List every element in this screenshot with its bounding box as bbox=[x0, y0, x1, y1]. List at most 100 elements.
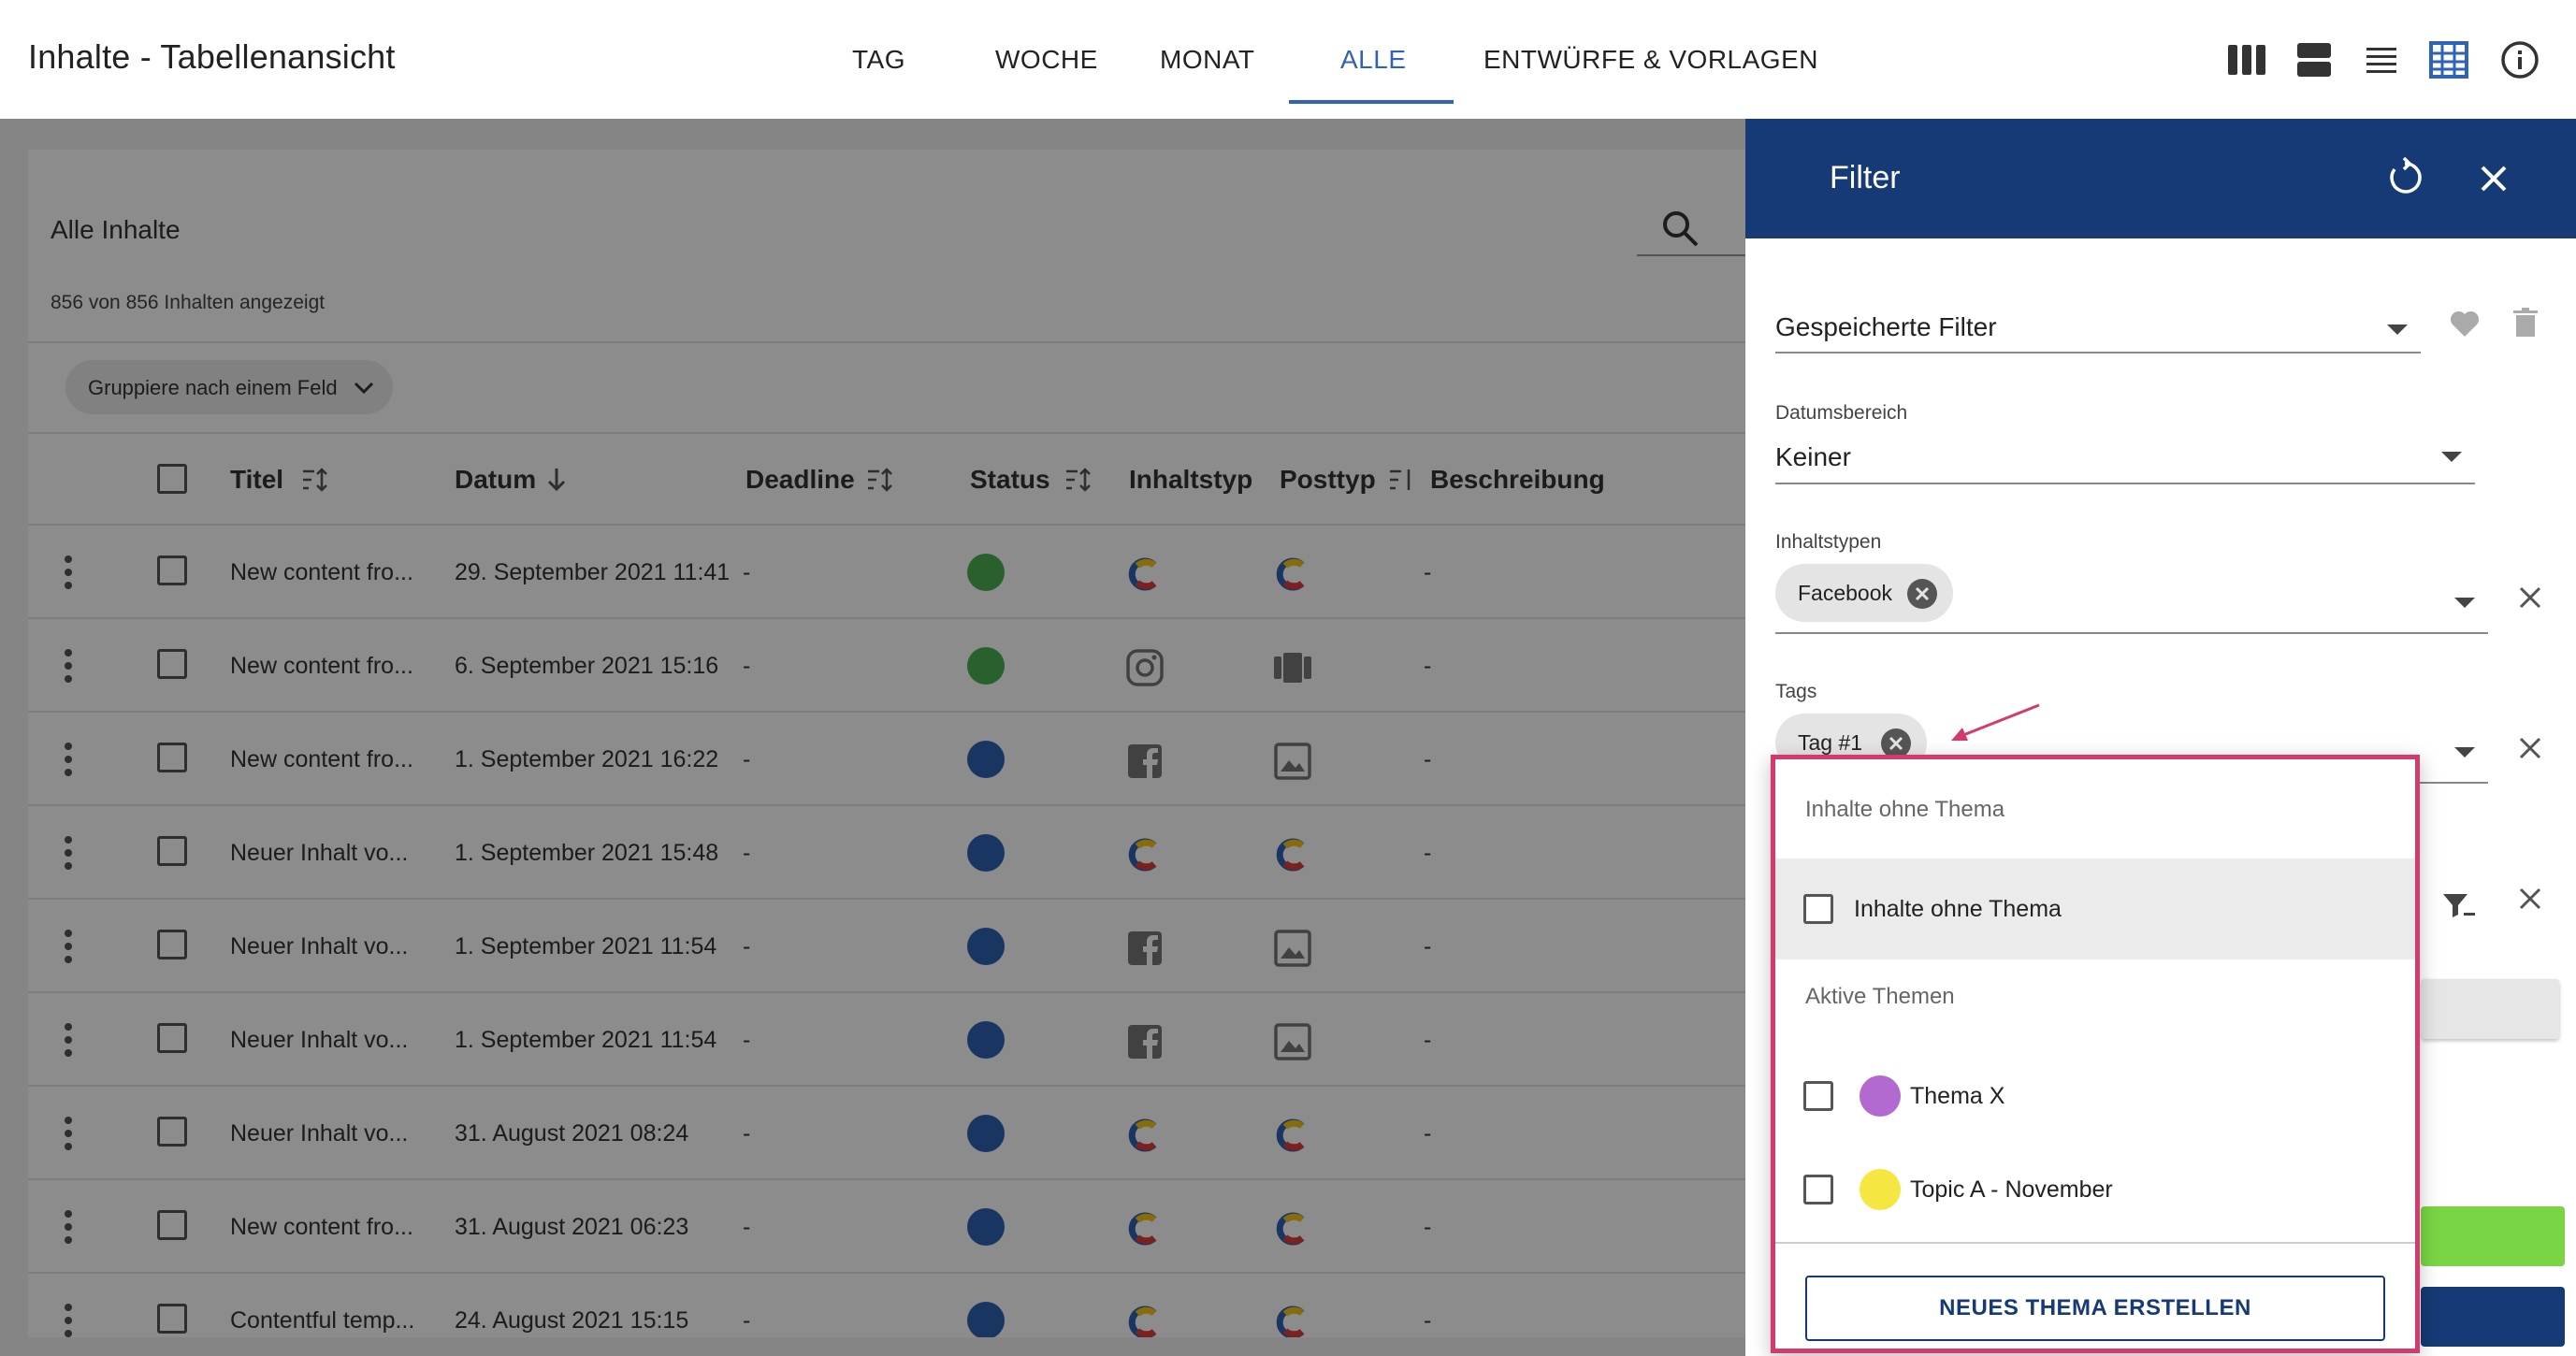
rows-view-icon[interactable] bbox=[2294, 39, 2335, 80]
cell-title[interactable]: Neuer Inhalt vo... bbox=[230, 1027, 409, 1053]
search-icon[interactable] bbox=[1659, 208, 1702, 251]
tab-woche[interactable]: WOCHE bbox=[995, 45, 1098, 74]
list-view-icon[interactable] bbox=[2361, 39, 2402, 80]
sort-icon[interactable] bbox=[1386, 464, 1418, 496]
more-options-icon[interactable] bbox=[64, 1304, 73, 1337]
table-row[interactable]: New content fro... 6. September 2021 15:1… bbox=[28, 619, 1745, 713]
cell-title[interactable]: New content fro... bbox=[230, 653, 413, 679]
table-row[interactable]: Contentful temp... 24. August 2021 15:15 -… bbox=[28, 1274, 1745, 1337]
sort-icon[interactable] bbox=[299, 464, 331, 496]
column-header-inhaltstyp[interactable]: Inhaltstyp bbox=[1129, 465, 1253, 494]
chip-remove-icon[interactable] bbox=[1880, 728, 1912, 759]
dropdown-caret-icon[interactable] bbox=[2454, 598, 2475, 608]
apply-button[interactable] bbox=[2421, 1206, 2565, 1266]
column-header-titel[interactable]: Titel bbox=[230, 465, 284, 494]
contentful-icon bbox=[1124, 1115, 1165, 1156]
column-header-datum[interactable]: Datum bbox=[455, 465, 537, 494]
tab-monat[interactable]: MONAT bbox=[1160, 45, 1255, 74]
reset-icon[interactable] bbox=[2383, 156, 2426, 199]
cell-title[interactable]: Contentful temp... bbox=[230, 1307, 415, 1334]
more-options-icon[interactable] bbox=[64, 1117, 73, 1154]
more-options-icon[interactable] bbox=[64, 1210, 73, 1248]
clear-tags-icon[interactable] bbox=[2516, 734, 2544, 762]
clear-topics-icon[interactable] bbox=[2516, 885, 2544, 913]
columns-view-icon[interactable] bbox=[2226, 39, 2267, 80]
row-checkbox[interactable] bbox=[157, 836, 187, 866]
sort-icon[interactable] bbox=[864, 464, 896, 496]
row-checkbox[interactable] bbox=[157, 649, 187, 679]
more-options-icon[interactable] bbox=[64, 743, 73, 780]
cell-title[interactable]: New content fro... bbox=[230, 746, 413, 772]
more-options-icon[interactable] bbox=[64, 930, 73, 967]
row-checkbox[interactable] bbox=[157, 1117, 187, 1147]
filter-remove-icon[interactable] bbox=[2441, 890, 2475, 920]
more-options-icon[interactable] bbox=[64, 555, 73, 593]
dropdown-caret-icon[interactable] bbox=[2454, 747, 2475, 757]
chip-remove-icon[interactable] bbox=[1906, 578, 1938, 610]
select-all-checkbox[interactable] bbox=[157, 464, 187, 494]
table-row[interactable]: New content fro... 29. September 2021 11:… bbox=[28, 526, 1745, 619]
dropdown-caret-icon[interactable] bbox=[2387, 325, 2408, 335]
create-topic-button[interactable]: NEUES THEMA ERSTELLEN bbox=[1805, 1276, 2385, 1341]
search-input[interactable] bbox=[1637, 254, 1745, 256]
top-app-bar: Inhalte - Tabellenansicht TAG WOCHE MONA… bbox=[0, 0, 2576, 119]
option-thema-x[interactable]: Thema X bbox=[1775, 1046, 2415, 1147]
table-row[interactable]: Neuer Inhalt vo... 1. September 2021 15:4… bbox=[28, 806, 1745, 900]
row-checkbox[interactable] bbox=[157, 743, 187, 772]
saved-filter-select[interactable]: Gespeicherte Filter bbox=[1775, 312, 1997, 341]
column-header-beschreibung[interactable]: Beschreibung bbox=[1430, 465, 1605, 494]
cell-title[interactable]: New content fro... bbox=[230, 559, 413, 585]
column-header-posttyp[interactable]: Posttyp bbox=[1280, 465, 1376, 494]
table-row[interactable]: Neuer Inhalt vo... 31. August 2021 08:24 -… bbox=[28, 1087, 1745, 1180]
option-no-topic[interactable]: Inhalte ohne Thema bbox=[1775, 858, 2415, 959]
cell-title[interactable]: Neuer Inhalt vo... bbox=[230, 933, 409, 959]
cell-title[interactable]: Neuer Inhalt vo... bbox=[230, 1120, 409, 1147]
delete-icon[interactable] bbox=[2512, 307, 2539, 339]
table-row[interactable]: Neuer Inhalt vo... 1. September 2021 11:5… bbox=[28, 993, 1745, 1087]
clear-content-types-icon[interactable] bbox=[2516, 584, 2544, 612]
chip-facebook[interactable]: Facebook bbox=[1775, 564, 1953, 622]
cell-date: 24. August 2021 15:15 bbox=[455, 1307, 689, 1334]
table-row[interactable]: Neuer Inhalt vo... 1. September 2021 11:5… bbox=[28, 900, 1745, 993]
option-checkbox[interactable] bbox=[1803, 894, 1833, 924]
date-range-select[interactable]: Keiner bbox=[1775, 442, 1851, 471]
cell-description: - bbox=[1424, 1307, 1432, 1334]
tab-alle[interactable]: ALLE bbox=[1340, 45, 1407, 74]
divider bbox=[28, 341, 1745, 343]
row-checkbox[interactable] bbox=[157, 1210, 187, 1240]
row-checkbox[interactable] bbox=[157, 1304, 187, 1334]
heart-icon[interactable] bbox=[2449, 309, 2481, 339]
row-checkbox[interactable] bbox=[157, 1023, 187, 1053]
column-header-status[interactable]: Status bbox=[970, 465, 1050, 494]
sort-icon[interactable] bbox=[1063, 464, 1094, 496]
table-row[interactable]: New content fro... 1. September 2021 16:2… bbox=[28, 713, 1745, 806]
group-by-field-button[interactable]: Gruppiere nach einem Feld bbox=[65, 360, 393, 414]
cell-description: - bbox=[1424, 1027, 1432, 1053]
option-checkbox[interactable] bbox=[1803, 1081, 1833, 1111]
tab-entwuerfe-vorlagen[interactable]: ENTWÜRFE & VORLAGEN bbox=[1483, 45, 1818, 74]
cell-title[interactable]: Neuer Inhalt vo... bbox=[230, 840, 409, 866]
row-checkbox[interactable] bbox=[157, 930, 187, 959]
dropdown-caret-icon[interactable] bbox=[2441, 452, 2462, 462]
column-header-deadline[interactable]: Deadline bbox=[745, 465, 855, 494]
info-icon[interactable] bbox=[2499, 39, 2540, 80]
option-checkbox[interactable] bbox=[1803, 1175, 1833, 1205]
content-types-underline bbox=[1775, 632, 2488, 634]
more-options-icon[interactable] bbox=[64, 1023, 73, 1060]
secondary-button[interactable] bbox=[2421, 979, 2559, 1039]
table-row[interactable]: New content fro... 31. August 2021 06:23 -… bbox=[28, 1180, 1745, 1274]
table-view-icon[interactable] bbox=[2428, 39, 2469, 80]
more-options-icon[interactable] bbox=[64, 836, 73, 873]
row-checkbox[interactable] bbox=[157, 555, 187, 585]
cell-title[interactable]: New content fro... bbox=[230, 1214, 413, 1240]
tab-tag[interactable]: TAG bbox=[852, 45, 905, 74]
status-indicator bbox=[967, 1115, 1005, 1152]
option-topic-a-november[interactable]: Topic A - November bbox=[1775, 1139, 2415, 1240]
arrow-down-icon[interactable] bbox=[541, 464, 572, 496]
more-options-icon[interactable] bbox=[64, 649, 73, 686]
image-icon bbox=[1272, 1021, 1313, 1062]
backdrop-overlay[interactable] bbox=[0, 119, 1745, 1356]
contentful-icon bbox=[1272, 834, 1313, 875]
close-icon[interactable] bbox=[2477, 162, 2511, 195]
save-filter-button[interactable] bbox=[2421, 1287, 2565, 1347]
